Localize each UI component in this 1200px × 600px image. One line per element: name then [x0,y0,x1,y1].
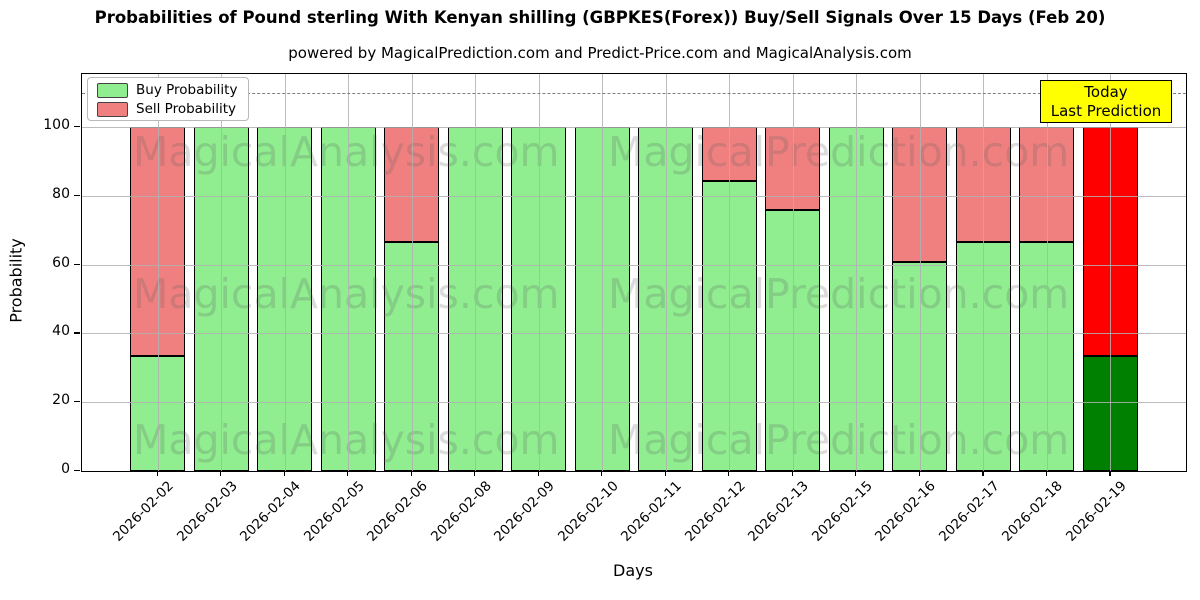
x-tick-label: 2026-02-17 [935,478,1003,545]
x-tick-label: 2026-02-04 [237,478,304,545]
x-tick-label: 2026-02-13 [745,478,813,545]
buy-color-swatch [97,83,128,98]
y-axis-tick [74,194,80,196]
x-tick-label: 2026-02-03 [173,478,241,545]
x-axis-tick [601,471,603,476]
gridline-vertical [983,74,985,471]
y-axis-tick [74,332,80,334]
x-tick-label: 2026-02-06 [364,478,432,545]
x-axis-tick [791,471,793,476]
x-tick-label: 2026-02-16 [872,478,940,545]
today-annotation-line2: Last Prediction [1050,101,1162,120]
gridline-vertical [284,74,286,471]
x-axis-tick [1045,471,1048,476]
legend-item-sell: Sell Probability [97,100,248,119]
x-tick-label: 2026-02-12 [681,478,749,545]
legend-sell-label: Sell Probability [136,101,237,117]
y-tick-label: 0 [61,461,70,477]
x-axis-tick [410,471,412,476]
legend-buy-label: Buy Probability [136,82,238,98]
gridline-horizontal [82,195,1186,197]
gridline-vertical [475,74,477,471]
x-axis-label: Days [613,561,653,580]
x-tick-label: 2026-02-02 [110,478,177,545]
x-axis-tick [220,471,222,476]
x-axis-tick [283,471,285,476]
y-tick-label: 80 [52,185,70,202]
y-axis-tick [74,470,80,472]
x-axis-tick [537,471,539,476]
dashed-reference-line [82,92,1186,94]
gridline-horizontal [82,264,1186,266]
x-axis-tick [347,471,349,476]
y-tick-label: 100 [43,117,70,133]
plot-area: MagicalAnalysis.com MagicalPrediction.com… [81,73,1187,472]
today-annotation-box: Today Last Prediction [1040,80,1172,123]
x-tick-label: 2026-02-08 [427,478,495,545]
y-axis-label: Probability [6,238,26,323]
x-axis-tick [664,471,666,476]
gridline-vertical [411,74,413,471]
gridline-vertical [538,74,540,471]
x-tick-label: 2026-02-05 [300,478,368,545]
x-axis-tick [728,471,730,476]
x-axis-tick [474,471,476,476]
y-tick-label: 60 [52,254,70,271]
x-tick-label: 2026-02-10 [554,478,622,545]
y-tick-label: 40 [52,323,70,340]
x-axis-tick [855,471,857,476]
chart-title: Probabilities of Pound sterling With Ken… [94,8,1106,27]
watermark-text: MagicalPrediction.com [608,416,1070,464]
gridline-vertical [348,74,350,471]
today-annotation-line1: Today [1084,82,1128,101]
x-tick-label: 2026-02-19 [1062,478,1130,545]
sell-color-swatch [97,102,128,117]
gridline-vertical [919,74,921,471]
y-axis-tick [74,126,80,128]
gridline-vertical [792,74,794,471]
y-axis-tick [74,401,80,403]
x-tick-label: 2026-02-11 [618,478,686,545]
gridline-vertical [665,74,667,471]
watermark-text: MagicalAnalysis.com [133,128,560,176]
gridline-horizontal [82,402,1186,404]
y-tick-label: 20 [52,392,70,409]
gridline-vertical [157,74,159,471]
gridline-vertical [729,74,731,471]
x-axis-tick [982,471,984,476]
x-axis-tick [1109,471,1111,476]
gridline-vertical [221,74,223,471]
x-tick-label: 2026-02-15 [808,478,876,545]
chart-subtitle: powered by MagicalPrediction.com and Pre… [288,44,912,62]
gridline-vertical [1110,74,1112,471]
gridline-vertical [602,74,604,471]
x-axis-tick [156,471,158,476]
gridline-horizontal [82,333,1186,335]
legend: Buy Probability Sell Probability [87,77,249,121]
legend-item-buy: Buy Probability [97,81,248,100]
watermark-text: MagicalPrediction.com [608,128,1070,176]
x-tick-label: 2026-02-18 [999,478,1067,545]
y-axis-tick [74,263,80,265]
gridline-vertical [856,74,858,471]
x-tick-label: 2026-02-09 [491,478,559,545]
watermark-text: MagicalAnalysis.com [133,416,560,464]
gridline-horizontal [82,127,1186,128]
watermark-text: MagicalPrediction.com [608,270,1070,318]
gridline-vertical [1046,74,1048,471]
x-axis-tick [918,471,920,476]
watermark-text: MagicalAnalysis.com [133,270,560,318]
